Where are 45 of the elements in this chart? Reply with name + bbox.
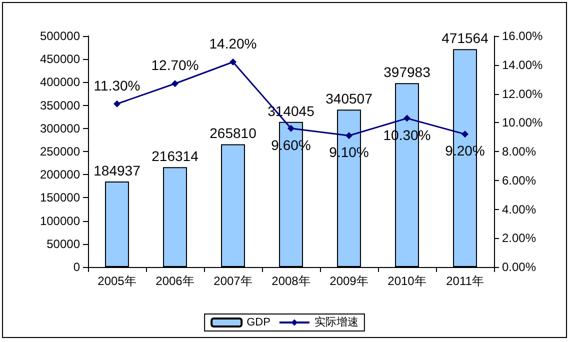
y-tick-label: 50000	[46, 236, 80, 251]
point	[230, 58, 236, 66]
x-tick-label: 2005年	[98, 274, 136, 288]
y2-tick-label: 0.00%	[502, 260, 536, 274]
y2-tick-label: 10.00%	[502, 116, 544, 130]
point	[172, 80, 178, 88]
y2-tick-label: 4.00%	[502, 202, 536, 216]
y-tick-label: 250000	[40, 144, 80, 158]
y-tick-label: 0	[73, 260, 80, 274]
data-label: 11.30%	[94, 77, 140, 94]
data-label: 471564	[442, 30, 489, 46]
legend-label: 实际增速	[314, 316, 358, 328]
y2-tick-label: 12.00%	[502, 86, 544, 101]
y-tick-label: 350000	[40, 98, 80, 112]
y-tick-label: 200000	[40, 168, 80, 182]
data-label: 216314	[152, 148, 199, 164]
y-tick-label: 400000	[40, 75, 80, 90]
y-tick-label: 150000	[40, 190, 80, 205]
legend-label: GDP	[246, 316, 270, 328]
data-label: 184937	[94, 162, 141, 179]
data-label: 14.20%	[209, 35, 257, 52]
x-tick-label: 2011年	[446, 274, 484, 288]
y-tick-label: 300000	[40, 121, 80, 136]
y2-tick-label: 6.00%	[502, 173, 536, 188]
x-tick-label: 2010年	[388, 274, 426, 288]
point	[288, 124, 294, 132]
y2-tick-label: 16.00%	[502, 29, 544, 43]
x-tick-label: 2009年	[330, 274, 368, 288]
point	[404, 114, 410, 122]
y2-tick-label: 8.00%	[502, 144, 536, 158]
y-tick-label: 450000	[40, 52, 80, 66]
point	[114, 100, 120, 108]
point	[346, 132, 352, 140]
y-tick-label: 100000	[40, 214, 80, 228]
data-label: 12.70%	[151, 57, 199, 74]
data-label: 340507	[326, 90, 373, 107]
y2-tick-label: 14.00%	[502, 58, 544, 72]
y-tick-label: 500000	[40, 29, 80, 43]
data-label: 265810	[210, 125, 257, 142]
point	[462, 130, 468, 138]
x-tick-label: 2008年	[272, 274, 310, 288]
x-tick-label: 2006年	[156, 274, 194, 288]
x-tick-label: 2007年	[214, 274, 252, 288]
y2-tick-label: 2.00%	[502, 231, 536, 246]
data-label: 397983	[384, 64, 431, 80]
